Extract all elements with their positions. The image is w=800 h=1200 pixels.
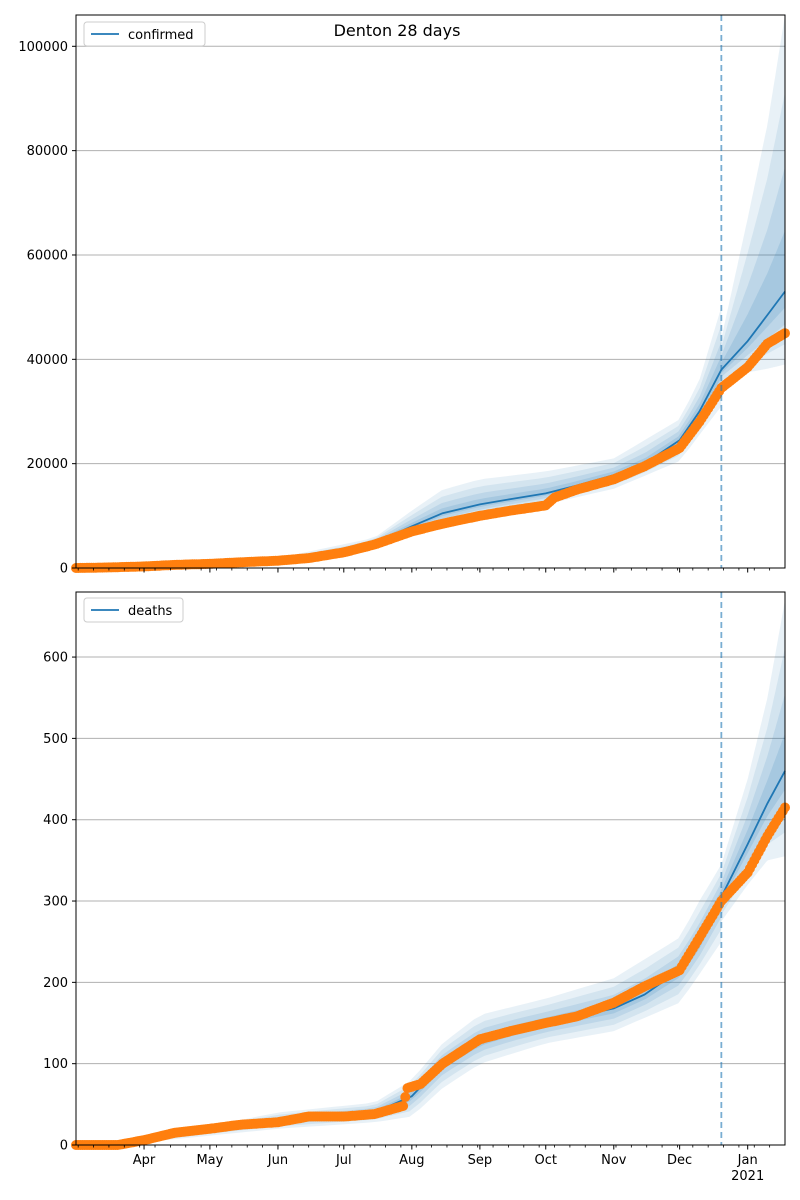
confirmed-observed-points — [71, 328, 790, 573]
x-tick-label-line: Oct — [534, 1153, 556, 1168]
x-tick-label: Oct — [534, 1153, 556, 1168]
deaths-gridlines — [76, 656, 785, 1065]
x-tick-label-line: Dec — [667, 1153, 692, 1168]
x-tick-label: Jul — [335, 1153, 352, 1168]
y-tick-label: 0 — [60, 562, 68, 577]
confirmed-panel: 0 20000 40000 60000 80000 100000 confirmed De… — [18, 14, 790, 577]
x-tick-label: May — [196, 1153, 223, 1168]
axes-frame — [75, 14, 786, 569]
x-tick-label: Apr — [133, 1153, 156, 1168]
deaths-observed-points — [71, 802, 790, 1150]
confirmed-axes — [72, 14, 786, 573]
x-tick-label-line: Jul — [335, 1153, 352, 1168]
x-tick-label-line: Nov — [601, 1153, 627, 1168]
y-tick-label: 400 — [43, 813, 68, 828]
y-tick-label: 40000 — [27, 353, 68, 368]
observed-point — [400, 1092, 411, 1102]
legend-label-confirmed: confirmed — [128, 28, 194, 43]
x-tick-label-line: Jan — [737, 1153, 758, 1168]
x-tick-label-line: 2021 — [731, 1169, 764, 1184]
uncertainty-band — [721, 15, 785, 386]
x-tick-label-line: May — [196, 1153, 223, 1168]
x-tick-label: Jun — [267, 1153, 288, 1168]
deaths-panel: 0 100 200 300 400 500 600 Apr May Jun Jul Aug Sep Oct… — [43, 591, 790, 1184]
x-tick-label: Sep — [468, 1153, 493, 1168]
axes-frame — [75, 591, 786, 1146]
y-tick-label: 60000 — [27, 248, 68, 263]
x-tick-label: Nov — [601, 1153, 627, 1168]
x-tick-label-line: Jun — [267, 1153, 288, 1168]
uncertainty-band — [76, 864, 722, 1145]
uncertainty-band — [721, 648, 785, 915]
uncertainty-band — [721, 694, 785, 908]
confirmed-uncertainty-bands — [76, 15, 785, 568]
legend-box — [83, 21, 206, 47]
observed-point — [398, 1101, 409, 1111]
deaths-tick-labels: 0 100 200 300 400 500 600 Apr May Jun Jul Aug Sep Oct… — [43, 651, 764, 1184]
x-tick-label-line: Aug — [399, 1153, 424, 1168]
chart-title: Denton 28 days — [334, 21, 461, 40]
uncertainty-band — [721, 733, 785, 903]
deaths-axes — [72, 591, 786, 1150]
confirmed-gridlines — [76, 45, 785, 465]
confirmed-tick-labels: 0 20000 40000 60000 80000 100000 — [18, 40, 68, 577]
y-tick-label: 200 — [43, 976, 68, 991]
y-tick-label: 80000 — [27, 144, 68, 159]
y-tick-label: 100000 — [18, 40, 68, 55]
uncertainty-band — [721, 92, 785, 382]
x-tick-label: Jan 2021 — [731, 1153, 764, 1184]
deaths-legend: deaths — [83, 597, 184, 623]
legend-label-deaths: deaths — [128, 604, 173, 619]
x-tick-label-line: Apr — [133, 1153, 156, 1168]
confirmed-legend: confirmed — [83, 21, 206, 47]
y-tick-label: 20000 — [27, 457, 68, 472]
x-tick-label: Dec — [667, 1153, 692, 1168]
y-tick-label: 100 — [43, 1057, 68, 1072]
y-tick-label: 0 — [60, 1139, 68, 1154]
y-tick-label: 600 — [43, 651, 68, 666]
x-tick-label: Aug — [399, 1153, 424, 1168]
uncertainty-band — [721, 167, 785, 377]
legend-box — [83, 597, 184, 623]
uncertainty-band — [721, 230, 785, 374]
x-tick-label-line: Sep — [468, 1153, 493, 1168]
y-tick-label: 300 — [43, 895, 68, 910]
y-tick-label: 500 — [43, 732, 68, 747]
uncertainty-band — [76, 889, 722, 1145]
